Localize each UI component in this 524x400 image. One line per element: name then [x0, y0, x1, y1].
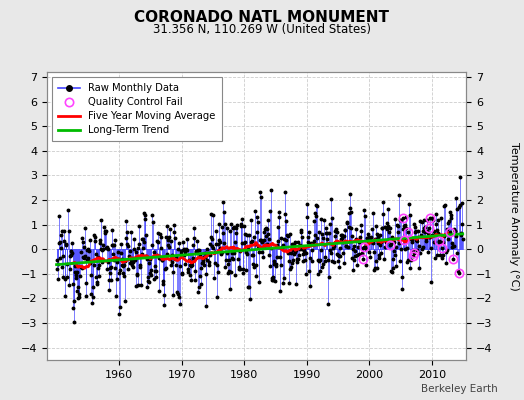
Text: Berkeley Earth: Berkeley Earth	[421, 384, 498, 394]
Legend: Raw Monthly Data, Quality Control Fail, Five Year Moving Average, Long-Term Tren: Raw Monthly Data, Quality Control Fail, …	[52, 77, 222, 141]
Text: CORONADO NATL MONUMENT: CORONADO NATL MONUMENT	[135, 10, 389, 26]
Text: 31.356 N, 110.269 W (United States): 31.356 N, 110.269 W (United States)	[153, 24, 371, 36]
Y-axis label: Temperature Anomaly (°C): Temperature Anomaly (°C)	[509, 142, 519, 290]
